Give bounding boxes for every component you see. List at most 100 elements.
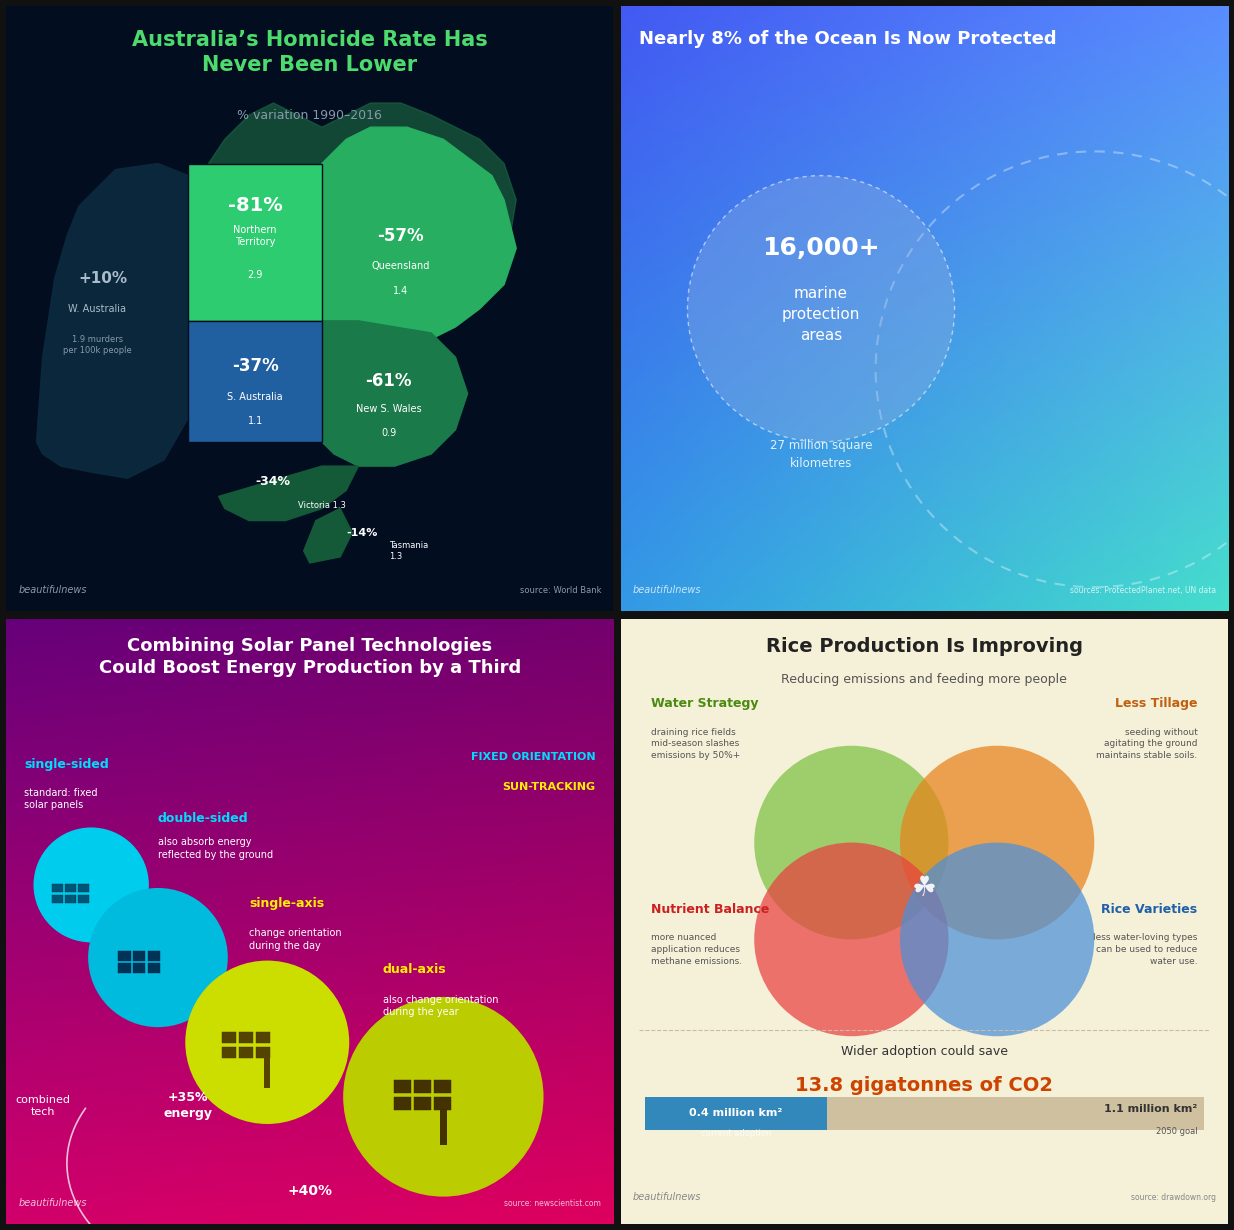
Text: Water Strategy: Water Strategy [652,697,759,710]
Text: source: newscientist.com: source: newscientist.com [505,1199,601,1208]
Circle shape [900,745,1095,940]
Text: more nuanced
application reduces
methane emissions.: more nuanced application reduces methane… [652,934,742,966]
Text: 0.4 million km²: 0.4 million km² [690,1108,782,1118]
Circle shape [754,843,949,1036]
Text: 1.4: 1.4 [394,285,408,295]
Bar [148,963,159,973]
Text: -34%: -34% [255,475,291,488]
Bar [65,883,77,892]
Polygon shape [322,321,468,466]
Circle shape [343,996,543,1197]
Bar [264,1058,270,1087]
Polygon shape [37,164,200,478]
Polygon shape [304,508,352,563]
Text: -61%: -61% [365,373,412,390]
Text: standard: fixed
solar panels: standard: fixed solar panels [25,788,97,811]
Bar [413,1080,431,1093]
Text: New S. Wales: New S. Wales [355,403,422,413]
Text: -81%: -81% [228,197,283,215]
Bar [394,1097,411,1109]
Circle shape [754,745,949,940]
Text: Less Tillage: Less Tillage [1116,697,1197,710]
Text: seeding without
agitating the ground
maintains stable soils.: seeding without agitating the ground mai… [1096,728,1197,760]
Text: Rice Production Is Improving: Rice Production Is Improving [766,637,1082,656]
Polygon shape [189,103,516,309]
Text: SUN-TRACKING: SUN-TRACKING [502,782,595,792]
Text: FIXED ORIENTATION: FIXED ORIENTATION [470,752,595,761]
Text: W. Australia: W. Australia [68,304,126,314]
Text: Rice Varieties: Rice Varieties [1102,903,1197,916]
Text: ☘: ☘ [912,875,937,902]
Polygon shape [218,466,358,520]
Text: +35%
energy: +35% energy [164,1091,212,1121]
Text: 1.9 murders
per 100k people: 1.9 murders per 100k people [63,335,132,355]
Bar [645,1097,1203,1130]
Circle shape [185,961,349,1124]
Bar [148,951,159,961]
Text: % variation 1990–2016: % variation 1990–2016 [237,109,383,122]
Text: beautifulnews: beautifulnews [19,585,86,595]
Bar [79,894,89,903]
Bar [118,963,131,973]
Text: Nearly 8% of the Ocean Is Now Protected: Nearly 8% of the Ocean Is Now Protected [639,31,1056,48]
Text: double-sided: double-sided [158,812,248,825]
Text: also absorb energy
reflected by the ground: also absorb energy reflected by the grou… [158,838,273,860]
Text: Reducing emissions and feeding more people: Reducing emissions and feeding more peop… [781,673,1067,686]
Polygon shape [322,127,516,346]
Bar [52,883,63,892]
Text: 2050 goal: 2050 goal [1156,1127,1197,1137]
Text: source: drawdown.org: source: drawdown.org [1130,1193,1215,1202]
Text: 1.1 million km²: 1.1 million km² [1104,1103,1197,1113]
Bar [433,1080,450,1093]
Text: beautifulnews: beautifulnews [633,585,701,595]
Text: single-sided: single-sided [25,758,109,771]
Bar [645,1097,827,1130]
Text: Nutrient Balance: Nutrient Balance [652,903,769,916]
Circle shape [900,843,1095,1036]
Text: beautifulnews: beautifulnews [19,1198,86,1208]
Text: Australia’s Homicide Rate Has
Never Been Lower: Australia’s Homicide Rate Has Never Been… [132,31,487,75]
Bar [238,1047,253,1058]
Text: Northern
Territory: Northern Territory [233,225,276,247]
Bar [222,1047,236,1058]
Text: single-axis: single-axis [249,897,325,909]
Text: +40%: +40% [288,1183,332,1198]
Bar [413,1097,431,1109]
Text: Queensland: Queensland [371,262,429,272]
Text: sources: ProtectedPlanet.net, UN data: sources: ProtectedPlanet.net, UN data [1070,587,1215,595]
Text: -57%: -57% [378,228,424,245]
Text: 2.9: 2.9 [248,269,263,280]
Bar [52,894,63,903]
FancyBboxPatch shape [189,321,322,442]
Bar [222,1032,236,1043]
Text: +10%: +10% [79,271,128,287]
Text: draining rice fields
mid-season slashes
emissions by 50%+: draining rice fields mid-season slashes … [652,728,740,760]
Text: Tasmania
1.3: Tasmania 1.3 [389,541,428,561]
Bar [433,1097,450,1109]
Text: Combining Solar Panel Technologies
Could Boost Energy Production by a Third: Combining Solar Panel Technologies Could… [99,637,521,676]
Text: Wider adoption could save: Wider adoption could save [840,1046,1008,1058]
Text: 27 million square
kilometres: 27 million square kilometres [770,439,872,470]
Text: change orientation
during the day: change orientation during the day [249,929,342,951]
Bar [439,1109,447,1145]
Text: 16,000+: 16,000+ [763,236,880,261]
FancyBboxPatch shape [189,164,322,321]
Text: also change orientation
during the year: also change orientation during the year [383,995,499,1017]
Text: marine
protection
areas: marine protection areas [782,287,860,343]
Bar [79,883,89,892]
Text: 1.1: 1.1 [248,416,263,426]
Text: less water-loving types
can be used to reduce
water use.: less water-loving types can be used to r… [1093,934,1197,966]
Bar [255,1047,270,1058]
Circle shape [88,888,228,1027]
Text: combined
tech: combined tech [15,1095,70,1117]
Bar [238,1032,253,1043]
Bar [133,963,146,973]
Text: Victoria 1.3: Victoria 1.3 [297,501,346,510]
Bar [118,951,131,961]
Text: beautifulnews: beautifulnews [633,1192,701,1202]
Text: S. Australia: S. Australia [227,391,283,401]
Bar [65,894,77,903]
Text: source: World Bank: source: World Bank [520,587,601,595]
Text: current adoption: current adoption [701,1129,771,1138]
Bar [394,1080,411,1093]
